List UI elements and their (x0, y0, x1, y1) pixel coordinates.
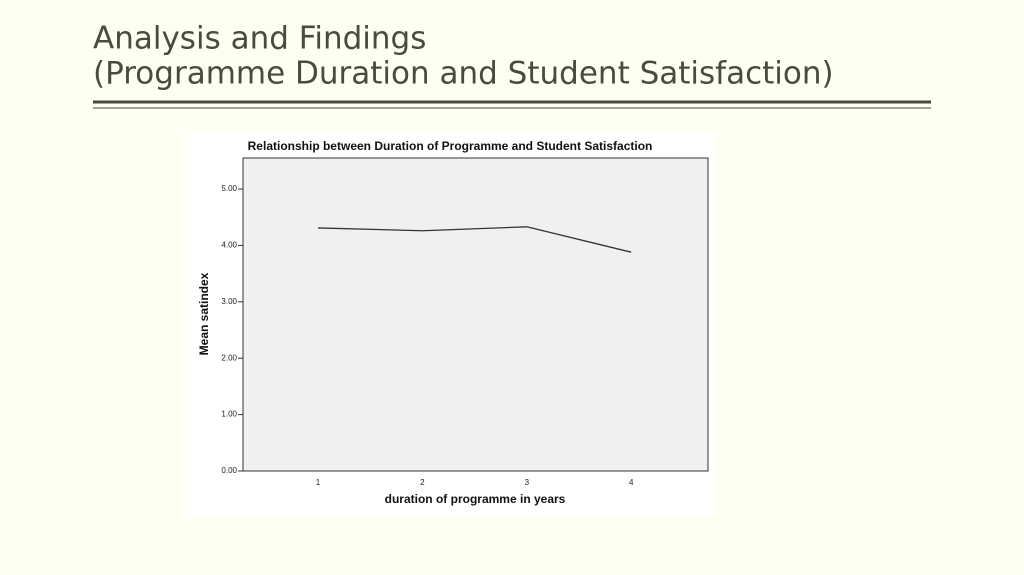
x-axis-label: duration of programme in years (385, 492, 566, 506)
y-tick-label: 2.00 (221, 353, 237, 362)
y-tick-label: 1.00 (221, 410, 237, 419)
y-tick-label: 4.00 (221, 241, 237, 250)
x-tick-label: 2 (420, 478, 425, 487)
x-tick-label: 1 (316, 478, 321, 487)
line (317, 226, 632, 253)
slide-title: Analysis and Findings (93, 21, 426, 57)
chart-title: Relationship between Duration of Program… (248, 139, 653, 153)
y-tick-label: 5.00 (221, 184, 237, 193)
plot-area (242, 157, 709, 472)
x-tick-label: 4 (629, 478, 634, 487)
y-axis-label: Mean satindex (197, 272, 211, 355)
slide-title: (Programme Duration and Student Satisfac… (93, 56, 834, 92)
y-tick-label: 3.00 (221, 297, 237, 306)
x-tick-label: 3 (525, 478, 530, 487)
y-tick-label: 0.00 (221, 466, 237, 475)
